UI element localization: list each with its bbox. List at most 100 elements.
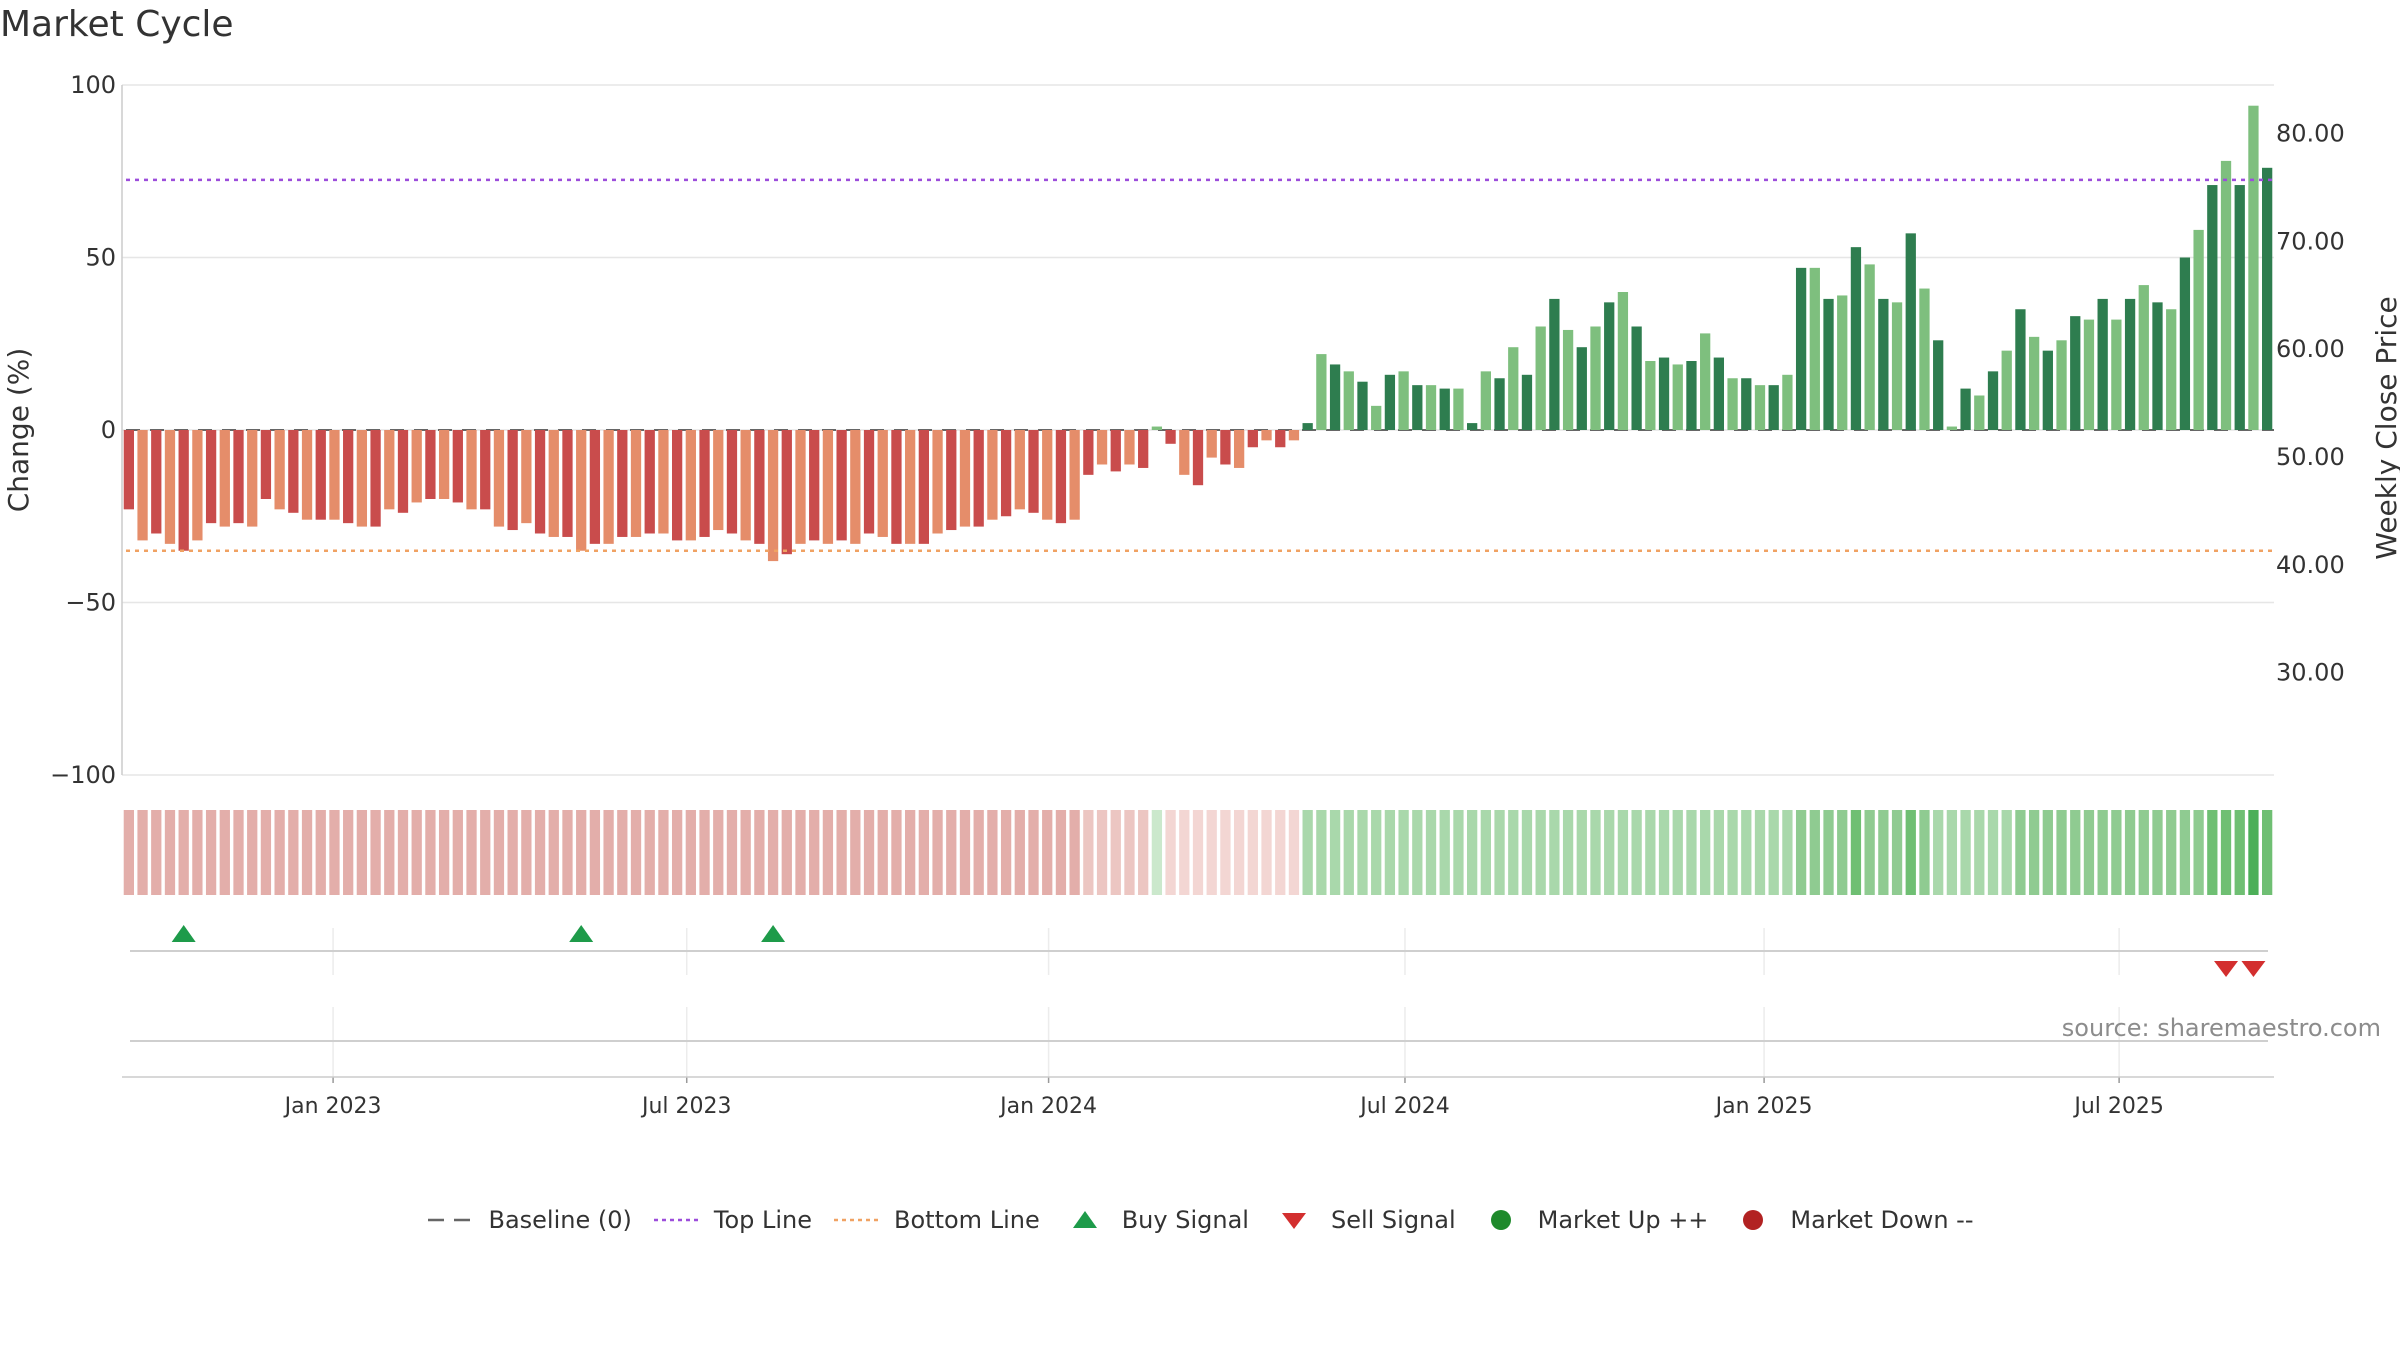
- change-bar: [1329, 364, 1341, 430]
- change-bar: [1946, 426, 1958, 430]
- strength-cell: [1795, 810, 1807, 895]
- legend-label: Baseline (0): [488, 1206, 632, 1234]
- strength-cell: [219, 810, 230, 895]
- change-bar: [726, 430, 738, 534]
- legend-item: Baseline (0): [426, 1206, 632, 1234]
- strength-cell: [1233, 810, 1245, 895]
- strength-cell: [2001, 810, 2012, 895]
- strength-cell: [2234, 810, 2245, 895]
- change-bar: [151, 430, 162, 534]
- change-bar: [1165, 430, 1176, 444]
- legend-item: Top Line: [652, 1206, 812, 1234]
- strength-cell: [1412, 810, 1423, 895]
- legend-item: Sell Signal: [1269, 1206, 1456, 1234]
- strength-cell: [2028, 810, 2040, 895]
- change-bar: [603, 430, 614, 544]
- strength-cell: [1549, 810, 1560, 895]
- strength-cell: [1809, 810, 1820, 895]
- change-bar: [329, 430, 340, 520]
- strength-cell: [822, 810, 834, 895]
- legend-label: Market Down --: [1790, 1206, 1974, 1234]
- strength-cell: [1768, 810, 1779, 895]
- strength-cell: [1672, 810, 1683, 895]
- source-credit: source: sharemaestro.com: [2061, 1014, 2381, 1042]
- strength-cell: [781, 810, 792, 895]
- y-tick-label: 100: [70, 71, 116, 99]
- change-bar: [164, 430, 176, 544]
- change-bar: [1302, 423, 1313, 430]
- change-bar: [1110, 430, 1121, 472]
- strength-cell: [1384, 810, 1396, 895]
- change-bar: [2070, 316, 2081, 430]
- strength-cell: [1741, 810, 1752, 895]
- change-bar: [2207, 185, 2218, 430]
- x-tick-label: Jan 2023: [283, 1094, 382, 1119]
- strength-cell: [343, 810, 354, 895]
- strength-cell: [973, 810, 984, 895]
- change-bar: [137, 430, 148, 541]
- change-bar: [1987, 371, 1999, 430]
- y-tick-label: −50: [65, 589, 116, 617]
- change-bar: [452, 430, 463, 503]
- change-bar: [576, 430, 587, 551]
- change-bar: [397, 430, 409, 513]
- y-tick-label: 0: [101, 416, 116, 444]
- change-bar: [1686, 361, 1697, 430]
- change-bar: [946, 430, 957, 531]
- change-bar: [562, 430, 573, 537]
- change-bar: [1453, 388, 1464, 430]
- change-bar: [1357, 381, 1368, 430]
- change-bar: [1247, 430, 1258, 448]
- change-bar: [2234, 185, 2245, 430]
- change-bar: [2001, 350, 2012, 430]
- change-bar: [1467, 423, 1478, 430]
- legend-label: Buy Signal: [1121, 1206, 1249, 1234]
- strength-cell: [1878, 810, 1889, 895]
- y-tick-label: −100: [50, 761, 116, 789]
- chart-legend: Baseline (0) Top Line Bottom Line Buy Signa…: [0, 1206, 2400, 1234]
- strength-cell: [1206, 810, 1217, 895]
- change-bar: [658, 430, 669, 534]
- strength-cell: [1220, 810, 1231, 895]
- strength-cell: [1891, 810, 1903, 895]
- strength-cell: [1754, 810, 1766, 895]
- change-bar: [1754, 385, 1766, 430]
- change-bar: [671, 430, 683, 541]
- strength-cell: [2166, 810, 2177, 895]
- change-bar: [685, 430, 696, 541]
- strength-cell: [205, 810, 217, 895]
- change-bar: [1275, 430, 1286, 448]
- change-bar: [699, 430, 710, 537]
- change-bar: [1878, 298, 1889, 430]
- strength-cell: [2042, 810, 2053, 895]
- strength-cell: [1919, 810, 1930, 895]
- strength-cell: [438, 810, 450, 895]
- strength-cell: [1014, 810, 1025, 895]
- change-bar: [1823, 298, 1834, 430]
- change-bar: [1233, 430, 1245, 468]
- strength-cell: [603, 810, 614, 895]
- strength-cell: [2262, 810, 2273, 895]
- change-bar: [1617, 292, 1629, 430]
- strength-cell: [1905, 810, 1916, 895]
- change-bar: [370, 430, 381, 527]
- change-bar: [1672, 364, 1683, 430]
- change-bar: [1000, 430, 1012, 517]
- strength-cell: [1288, 810, 1300, 895]
- y2-tick-label: 40.00: [2276, 551, 2345, 579]
- change-bar: [1316, 354, 1327, 430]
- strength-cell: [493, 810, 505, 895]
- change-bar: [1425, 385, 1437, 430]
- legend-label: Sell Signal: [1330, 1206, 1456, 1234]
- change-bar: [809, 430, 820, 541]
- strength-cell: [233, 810, 244, 895]
- change-bar: [1905, 233, 1916, 430]
- change-bar: [795, 430, 806, 544]
- strength-cell: [2111, 810, 2122, 895]
- change-bar: [932, 430, 943, 534]
- strength-cell: [959, 810, 971, 895]
- strength-cell: [2015, 810, 2026, 895]
- legend-triangle-down-icon: [1281, 1213, 1306, 1229]
- change-bar: [1727, 378, 1738, 430]
- strength-cell: [1000, 810, 1012, 895]
